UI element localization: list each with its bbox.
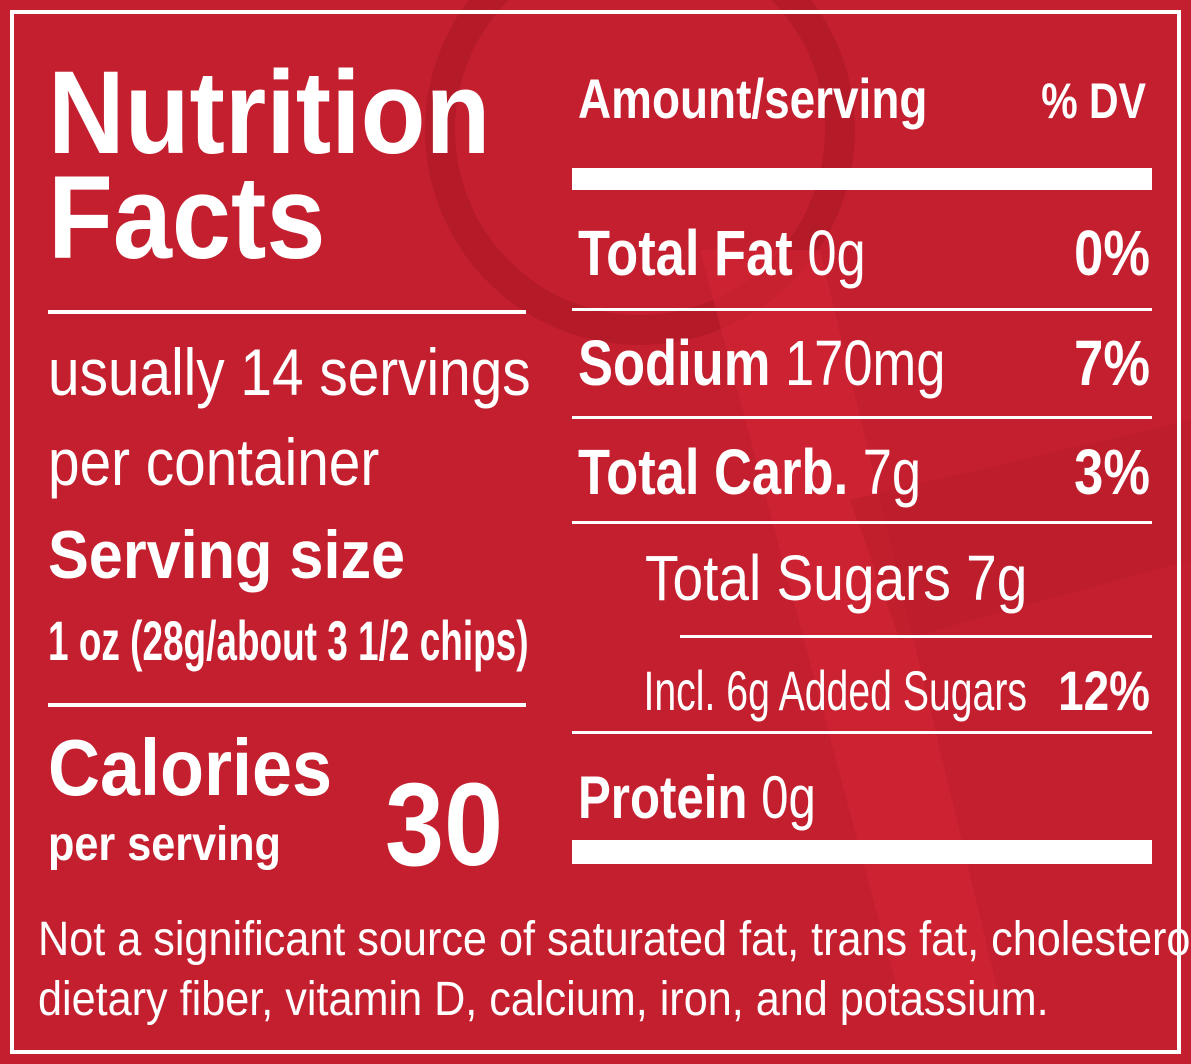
nutrient-dv: 12% xyxy=(1058,660,1150,722)
bg-texture xyxy=(425,0,855,345)
thick-rule xyxy=(572,168,1152,190)
serving-size-label: Serving size xyxy=(48,516,405,593)
serving-size: 1 oz (28g/about 3 1/2 chips) xyxy=(48,610,529,673)
rule xyxy=(572,521,1152,524)
footnote: dietary fiber, vitamin D, calcium, iron,… xyxy=(38,972,1049,1026)
nutrient-name: Total Fat xyxy=(578,218,793,289)
bg-texture xyxy=(850,420,1191,640)
rule xyxy=(680,635,1152,638)
column-header: % DV xyxy=(1041,73,1146,129)
nutrient-amount: 170mg xyxy=(785,328,945,399)
nutrient-row: Sodium 170mg xyxy=(578,328,945,399)
rule xyxy=(48,703,526,707)
rule xyxy=(572,308,1152,311)
nutrient-name: Protein xyxy=(578,763,747,831)
bg-texture xyxy=(700,250,1000,1000)
rule xyxy=(572,416,1152,419)
servings-text: usually 14 servings xyxy=(48,336,531,410)
nutrient-amount: 7g xyxy=(863,437,921,508)
column-header: Amount/serving xyxy=(578,68,927,130)
nutrient-amount: 0g xyxy=(807,218,865,289)
title: Nutrition xyxy=(48,46,490,178)
nutrient-sub: Incl. 6g Added Sugars xyxy=(643,660,1027,723)
calories-sublabel: per serving xyxy=(48,817,281,871)
thick-rule xyxy=(572,840,1152,864)
nutrient-row: Total Carb. 7g xyxy=(578,437,921,508)
nutrient-row: Protein 0g xyxy=(578,763,816,831)
nutrient-dv: 3% xyxy=(1074,437,1150,508)
nutrient-dv: 7% xyxy=(1074,328,1150,399)
nutrient-name: Total Carb. xyxy=(578,437,848,508)
nutrient-dv: 0% xyxy=(1074,218,1150,289)
nutrient-sub: Total Sugars 7g xyxy=(645,542,1027,614)
servings-text: per container xyxy=(48,426,379,500)
nutrient-name: Sodium xyxy=(578,328,770,399)
calories-label: Calories xyxy=(48,724,332,813)
title: Facts xyxy=(48,151,325,283)
nutrient-row: Total Fat 0g xyxy=(578,218,866,289)
frame xyxy=(10,10,1181,1054)
nutrient-amount: 0g xyxy=(761,763,816,831)
footnote: Not a significant source of saturated fa… xyxy=(38,912,1191,966)
calories-value: 30 xyxy=(385,758,503,890)
rule xyxy=(48,310,526,314)
rule xyxy=(572,731,1152,734)
